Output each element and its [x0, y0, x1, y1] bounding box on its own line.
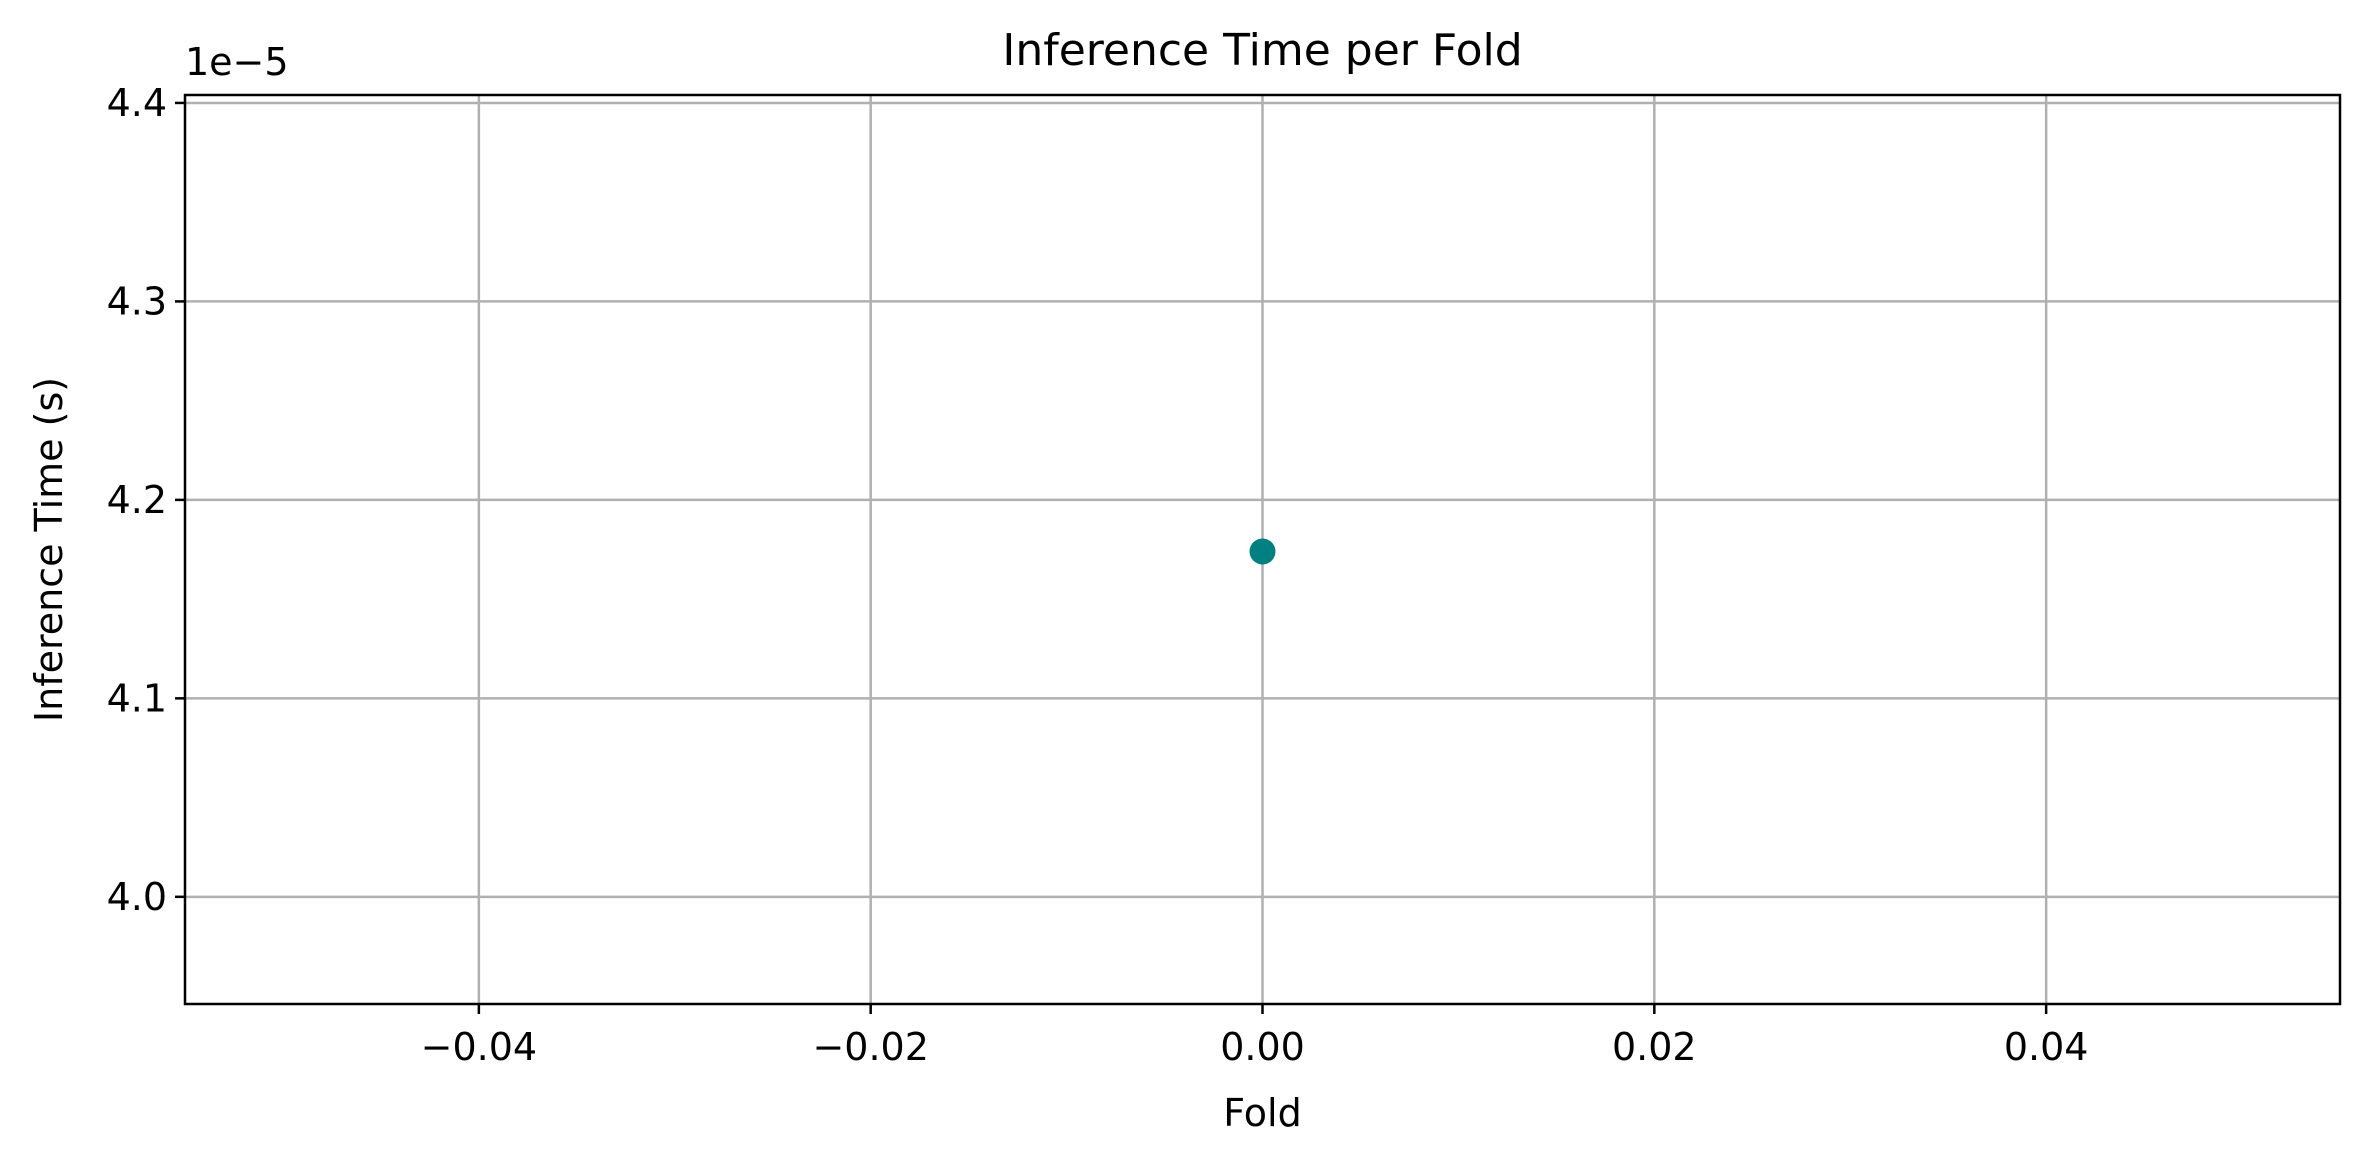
chart-title: Inference Time per Fold	[1002, 25, 1522, 76]
y-tick-label: 4.0	[107, 875, 167, 919]
grid-layer	[185, 95, 2340, 1004]
x-tick-label: 0.04	[2004, 1025, 2089, 1069]
y-tick-label: 4.3	[107, 279, 167, 323]
x-tick-label: −0.02	[812, 1025, 928, 1069]
marks-layer	[1249, 538, 1276, 565]
y-tick-label: 4.2	[107, 478, 167, 522]
x-tick-label: 0.00	[1220, 1025, 1305, 1069]
x-tick-label: −0.04	[421, 1025, 537, 1069]
y-axis-label: Inference Time (s)	[27, 377, 71, 722]
y-tick-label: 4.4	[107, 81, 167, 125]
y-axis-offset-label: 1e−5	[185, 40, 289, 84]
data-point	[1249, 538, 1276, 565]
x-tick-label: 0.02	[1612, 1025, 1697, 1069]
x-axis-label: Fold	[1223, 1091, 1301, 1135]
y-tick-label: 4.1	[107, 676, 167, 720]
ticks-layer: −0.04 −0.02 0.00 0.02 0.04 4.0 4.1 4.2 4.3 4.4	[107, 81, 2089, 1069]
